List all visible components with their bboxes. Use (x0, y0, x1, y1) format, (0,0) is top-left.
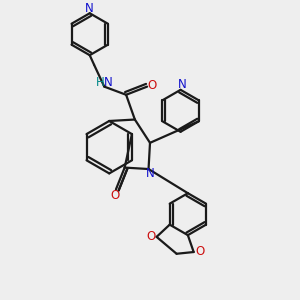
Text: O: O (146, 230, 155, 243)
Text: O: O (111, 189, 120, 202)
Text: H: H (95, 76, 104, 89)
Text: N: N (85, 2, 94, 14)
Text: N: N (146, 167, 154, 180)
Text: N: N (103, 76, 112, 89)
Text: N: N (178, 78, 186, 91)
Text: O: O (195, 245, 204, 258)
Text: O: O (148, 79, 157, 92)
